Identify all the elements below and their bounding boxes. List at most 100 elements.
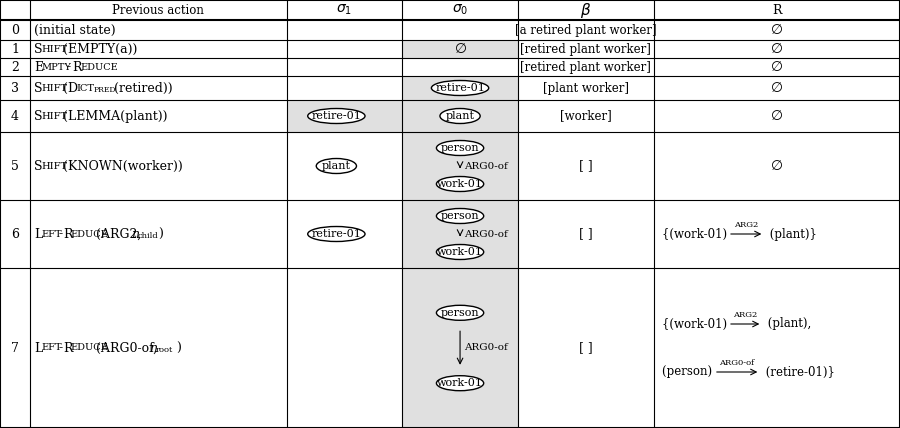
Text: $\beta$: $\beta$ [580, 0, 591, 20]
Text: {(work-01): {(work-01) [662, 318, 731, 330]
Text: 3: 3 [11, 81, 19, 95]
Text: n: n [148, 342, 157, 354]
Text: -: - [58, 342, 62, 354]
Text: ARG2: ARG2 [734, 221, 759, 229]
Text: work-01: work-01 [437, 179, 483, 189]
Text: [retired plant worker]: [retired plant worker] [520, 42, 652, 56]
Text: S: S [34, 42, 42, 56]
Text: 2: 2 [11, 60, 19, 74]
Text: ARG0-of: ARG0-of [464, 161, 508, 170]
Text: plant: plant [322, 161, 351, 171]
Text: $\varnothing$: $\varnothing$ [770, 23, 783, 37]
Text: {(work-01): {(work-01) [662, 228, 731, 241]
Text: $\sigma_1$: $\sigma_1$ [337, 3, 353, 17]
Text: E: E [34, 60, 43, 74]
Text: (LEMMA(plant)): (LEMMA(plant)) [63, 110, 168, 122]
Text: [ ]: [ ] [579, 160, 592, 172]
Text: [ ]: [ ] [579, 228, 592, 241]
Bar [402, 132, 518, 200]
Text: person: person [441, 211, 480, 221]
Text: HIFT: HIFT [41, 45, 68, 54]
Text: S: S [34, 81, 42, 95]
Text: HIFT: HIFT [41, 161, 68, 170]
Bar [402, 76, 518, 100]
Text: R: R [772, 3, 781, 17]
Text: EDUCE: EDUCE [80, 62, 118, 71]
Text: EFT: EFT [41, 229, 62, 238]
Text: person: person [441, 308, 480, 318]
Text: (EMPTY(a)): (EMPTY(a)) [63, 42, 138, 56]
Text: n: n [130, 228, 139, 241]
Ellipse shape [436, 305, 483, 320]
Text: PRED: PRED [94, 86, 116, 93]
Text: EDUCE: EDUCE [70, 344, 108, 353]
Text: 5: 5 [11, 160, 19, 172]
Ellipse shape [440, 109, 481, 124]
Text: $\varnothing$: $\varnothing$ [770, 60, 783, 74]
Text: MPTY: MPTY [41, 62, 71, 71]
Text: work-01: work-01 [437, 378, 483, 388]
Text: child: child [138, 232, 158, 240]
Ellipse shape [431, 80, 489, 95]
Text: (retire-01)}: (retire-01)} [762, 366, 835, 378]
Bar [402, 40, 518, 58]
Text: [worker]: [worker] [560, 110, 612, 122]
Text: ARG2: ARG2 [733, 311, 757, 319]
Text: work-01: work-01 [437, 247, 483, 257]
Ellipse shape [436, 244, 483, 259]
Text: 7: 7 [11, 342, 19, 354]
Text: ARG0-of: ARG0-of [719, 359, 755, 367]
Ellipse shape [436, 208, 483, 223]
Text: ARG0-of: ARG0-of [464, 344, 508, 353]
Bar [402, 268, 518, 428]
Text: $\sigma_0$: $\sigma_0$ [452, 3, 468, 17]
Ellipse shape [436, 376, 483, 391]
Text: [plant worker]: [plant worker] [543, 81, 629, 95]
Text: HIFT: HIFT [41, 112, 68, 121]
Bar [286, 100, 402, 132]
Text: $\varnothing$: $\varnothing$ [770, 81, 783, 95]
Ellipse shape [308, 109, 365, 124]
Text: S: S [34, 160, 42, 172]
Text: ICT: ICT [76, 83, 94, 92]
Text: (KNOWN(worker)): (KNOWN(worker)) [63, 160, 183, 172]
Text: person: person [441, 143, 480, 153]
Text: $\varnothing$: $\varnothing$ [770, 42, 783, 56]
Text: L: L [34, 342, 42, 354]
Text: (plant),: (plant), [764, 318, 812, 330]
Ellipse shape [308, 226, 365, 241]
Text: (D: (D [63, 81, 78, 95]
Text: [ ]: [ ] [579, 342, 592, 354]
Text: (ARG2,: (ARG2, [95, 228, 140, 241]
Ellipse shape [316, 158, 356, 173]
Bar [402, 100, 518, 132]
Text: $\varnothing$: $\varnothing$ [770, 159, 783, 173]
Text: retire-01: retire-01 [311, 229, 361, 239]
Text: root: root [156, 346, 173, 354]
Text: retire-01: retire-01 [311, 111, 361, 121]
Text: 0: 0 [11, 24, 19, 36]
Text: (ARG0-of,: (ARG0-of, [95, 342, 157, 354]
Text: R: R [63, 228, 73, 241]
Ellipse shape [436, 140, 483, 155]
Text: R: R [63, 342, 73, 354]
Text: R: R [72, 60, 82, 74]
Text: -: - [67, 60, 70, 74]
Text: ): ) [158, 228, 163, 241]
Text: S: S [34, 110, 42, 122]
Text: Previous action: Previous action [112, 3, 204, 17]
Text: (retired)): (retired)) [113, 81, 172, 95]
Text: (initial state): (initial state) [34, 24, 116, 36]
Bar [402, 200, 518, 268]
Text: 6: 6 [11, 228, 19, 241]
Text: [retired plant worker]: [retired plant worker] [520, 60, 652, 74]
Text: ARG0-of: ARG0-of [464, 229, 508, 238]
Text: 1: 1 [11, 42, 19, 56]
Text: EDUCE: EDUCE [70, 229, 108, 238]
Text: 4: 4 [11, 110, 19, 122]
Text: ): ) [176, 342, 181, 354]
Text: (person): (person) [662, 366, 716, 378]
Text: plant: plant [446, 111, 474, 121]
Text: retire-01: retire-01 [435, 83, 485, 93]
Text: [a retired plant worker]: [a retired plant worker] [515, 24, 657, 36]
